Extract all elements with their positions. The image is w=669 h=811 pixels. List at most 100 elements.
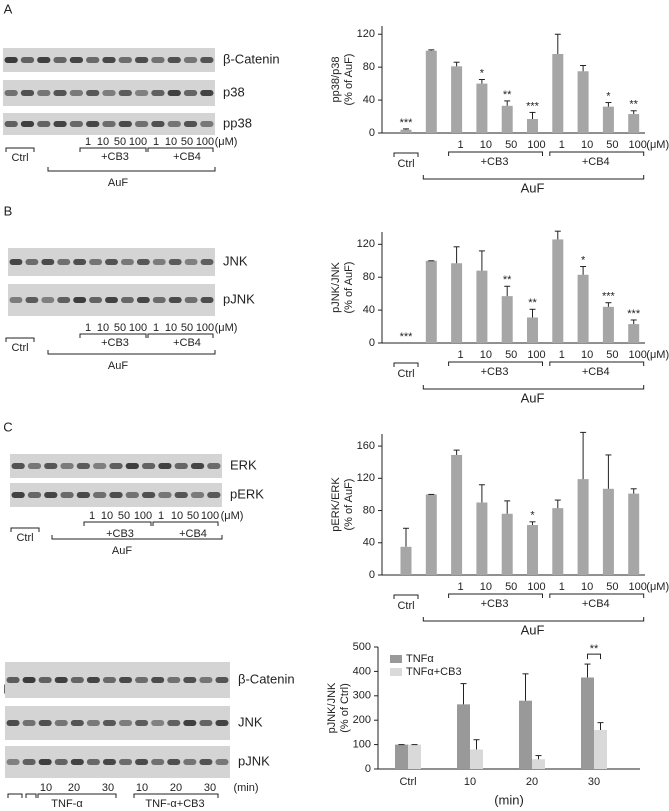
blot-band: [152, 297, 166, 303]
bar: [501, 105, 513, 133]
blot-band: [93, 492, 107, 498]
lane-label: 10: [101, 510, 113, 522]
bar: [451, 454, 463, 575]
blot-band: [183, 720, 197, 726]
bracket: [393, 362, 419, 367]
bracket: [37, 793, 117, 798]
significance: ***: [602, 291, 616, 303]
blot-band: [60, 463, 74, 469]
lane-label: 20: [170, 782, 182, 794]
lane-label: 100: [196, 322, 214, 334]
blot-band: [44, 492, 58, 498]
blot-band: [70, 720, 84, 726]
bar: [602, 306, 614, 343]
lane-label: 1: [153, 136, 159, 148]
blot-band: [4, 90, 18, 96]
y-axis-label: (% of AuF): [343, 54, 355, 106]
panel-label: B: [4, 203, 13, 218]
bar: [602, 106, 614, 133]
lane-label: 100: [201, 510, 219, 522]
group-label: TNF-α: [51, 798, 83, 810]
y-tick-label: 120: [357, 472, 375, 484]
lane-label: 20: [68, 782, 80, 794]
bracket: [25, 793, 37, 798]
bar: [425, 494, 437, 575]
bracket: [393, 152, 419, 157]
group-label: +CB3: [481, 366, 509, 378]
y-tick-label: 40: [363, 94, 375, 106]
y-tick-label: 120: [357, 238, 375, 250]
x-tick-label: 10: [581, 581, 593, 593]
blot-band: [86, 677, 100, 683]
blot-band: [183, 57, 198, 63]
bar: [451, 66, 463, 133]
blot-band: [37, 57, 51, 63]
blot-band: [109, 463, 123, 469]
blot-band: [102, 759, 116, 765]
lane-label: 50: [114, 322, 126, 334]
blot-band: [136, 297, 150, 303]
blot-band: [215, 720, 229, 726]
bar: [400, 546, 412, 575]
y-tick-label: 40: [363, 304, 375, 316]
blot-band: [73, 259, 87, 265]
blot-band: [183, 759, 197, 765]
blot-band: [200, 121, 214, 127]
bar: [451, 263, 463, 343]
lane-label: 100: [134, 510, 152, 522]
significance: **: [629, 99, 638, 111]
x-tick-label: 100: [527, 139, 545, 151]
y-axis-label: (% of AuF): [343, 262, 355, 314]
bracket: [5, 147, 35, 152]
x-tick-label: 30: [588, 776, 600, 788]
x-tick-label: Ctrl: [397, 600, 414, 612]
x-tick-label: 1: [559, 581, 565, 593]
bar: [400, 129, 412, 133]
blot-band: [73, 297, 87, 303]
blot-band: [6, 759, 20, 765]
blot-label: pp38: [223, 115, 252, 130]
blot-band: [4, 121, 18, 127]
blot-band: [25, 297, 39, 303]
bracket: [79, 333, 147, 338]
bar: [552, 508, 564, 575]
significance: *: [530, 510, 535, 522]
blot-band: [200, 57, 214, 63]
blot-band: [6, 677, 20, 683]
y-tick-label: 80: [363, 271, 375, 283]
outer-label: AuF: [112, 545, 132, 557]
x-tick-label: 100: [527, 349, 545, 361]
bar: [628, 493, 640, 575]
outer-label: AuF: [108, 177, 128, 189]
lane-label: 30: [102, 782, 114, 794]
outer-label: AuF: [108, 360, 128, 372]
outer-label: AuF: [521, 180, 545, 195]
y-tick-label: 0: [369, 127, 375, 139]
blot-band: [134, 121, 149, 127]
blot-band: [102, 57, 116, 63]
y-tick-label: 160: [357, 440, 375, 452]
bar: [425, 50, 437, 133]
blot-band: [168, 297, 182, 303]
blot-band: [151, 121, 165, 127]
significance: ***: [400, 117, 414, 129]
blot-band: [86, 57, 100, 63]
blot-band: [134, 90, 149, 96]
blot-band: [69, 121, 84, 127]
blot-band: [151, 677, 165, 683]
x-tick-label: 100: [629, 349, 647, 361]
y-axis-label: (% of AuF): [343, 479, 355, 531]
blot-band: [11, 463, 25, 469]
blot-band: [184, 297, 198, 303]
bar: [457, 704, 470, 769]
blot-band: [20, 121, 35, 127]
bar: [577, 479, 589, 575]
blot-label: ERK: [230, 457, 257, 472]
x-tick-label: 10: [464, 776, 476, 788]
blot-band: [89, 259, 103, 265]
blot-band: [27, 463, 42, 469]
blot-label: β-Catenin: [223, 51, 280, 66]
lane-label: 50: [181, 322, 193, 334]
lane-label: 1: [85, 136, 91, 148]
